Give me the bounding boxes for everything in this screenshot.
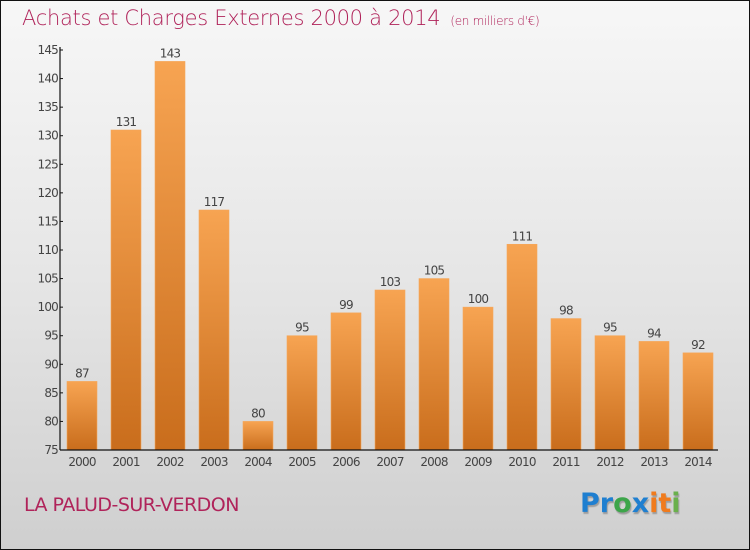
y-tick-135: 135 (37, 100, 58, 114)
y-tick-110: 110 (37, 243, 58, 257)
y-tick-75: 75 (44, 443, 58, 457)
value-label-2000: 87 (75, 366, 89, 380)
logo-letter-0: P (580, 488, 600, 519)
y-tick-95: 95 (44, 329, 58, 343)
chart-title: Achats et Charges Externes 2000 à 2014 (e… (22, 6, 540, 30)
value-label-2012: 95 (603, 321, 617, 335)
bar-2013 (638, 341, 670, 451)
value-label-2001: 131 (116, 115, 137, 129)
bar-2005 (286, 335, 318, 451)
x-tick-2001: 2001 (112, 455, 140, 469)
y-tick-85: 85 (44, 386, 58, 400)
x-tick-2005: 2005 (288, 455, 316, 469)
y-tick-125: 125 (37, 157, 58, 171)
y-tick-140: 140 (37, 72, 58, 86)
bar-2010 (506, 243, 538, 451)
value-label-2013: 94 (647, 326, 661, 340)
x-tick-2007: 2007 (376, 455, 404, 469)
logo-letter-4: i (649, 488, 659, 519)
logo-letter-1: r (599, 488, 614, 519)
x-tick-2003: 2003 (200, 455, 228, 469)
proxiti-logo[interactable]: Proxiti (580, 488, 681, 519)
y-tick-115: 115 (37, 214, 58, 228)
value-label-2009: 100 (468, 292, 489, 306)
logo-letter-2: o (613, 488, 632, 519)
value-label-2004: 80 (251, 406, 265, 420)
bar-2014 (682, 352, 714, 451)
y-tick-105: 105 (37, 272, 58, 286)
logo-letter-3: x (631, 488, 650, 519)
value-label-2014: 92 (691, 338, 705, 352)
unit-label: (en milliers d'€) (450, 14, 540, 28)
y-tick-145: 145 (37, 43, 58, 57)
title-text: Achats et Charges Externes 2000 à 2014 (22, 6, 441, 30)
value-label-2007: 103 (380, 275, 401, 289)
x-tick-2008: 2008 (420, 455, 448, 469)
y-tick-100: 100 (37, 300, 58, 314)
value-label-2010: 111 (512, 229, 533, 243)
logo-letter-6: i (671, 488, 681, 519)
commune-name: LA PALUD-SUR-VERDON (24, 494, 239, 516)
x-tick-2000: 2000 (68, 455, 96, 469)
bar-2012 (594, 335, 626, 451)
x-tick-2004: 2004 (244, 455, 272, 469)
y-tick-130: 130 (37, 129, 58, 143)
x-tick-2013: 2013 (640, 455, 668, 469)
y-tick-90: 90 (44, 357, 58, 371)
x-tick-2006: 2006 (332, 455, 360, 469)
bar-2011 (550, 318, 582, 451)
value-label-2008: 105 (424, 264, 445, 278)
x-tick-2009: 2009 (464, 455, 492, 469)
value-label-2005: 95 (295, 321, 309, 335)
logo-letter-5: t (658, 488, 672, 519)
x-tick-2014: 2014 (684, 455, 712, 469)
bar-2008 (418, 278, 450, 451)
value-label-2002: 143 (160, 46, 181, 60)
value-label-2003: 117 (204, 195, 225, 209)
bar-2003 (198, 209, 230, 451)
y-tick-120: 120 (37, 186, 58, 200)
x-tick-2010: 2010 (508, 455, 536, 469)
bar-2002 (154, 61, 186, 451)
bar-2001 (110, 129, 142, 451)
x-tick-2012: 2012 (596, 455, 624, 469)
x-tick-2002: 2002 (156, 455, 184, 469)
bar-2004 (242, 421, 274, 451)
x-tick-2011: 2011 (552, 455, 580, 469)
bar-2000 (66, 381, 98, 451)
bar-2006 (330, 312, 362, 451)
bar-2009 (462, 306, 494, 451)
value-label-2011: 98 (559, 304, 573, 318)
value-label-2006: 99 (339, 298, 353, 312)
bar-2007 (374, 289, 406, 451)
y-tick-80: 80 (44, 414, 58, 428)
